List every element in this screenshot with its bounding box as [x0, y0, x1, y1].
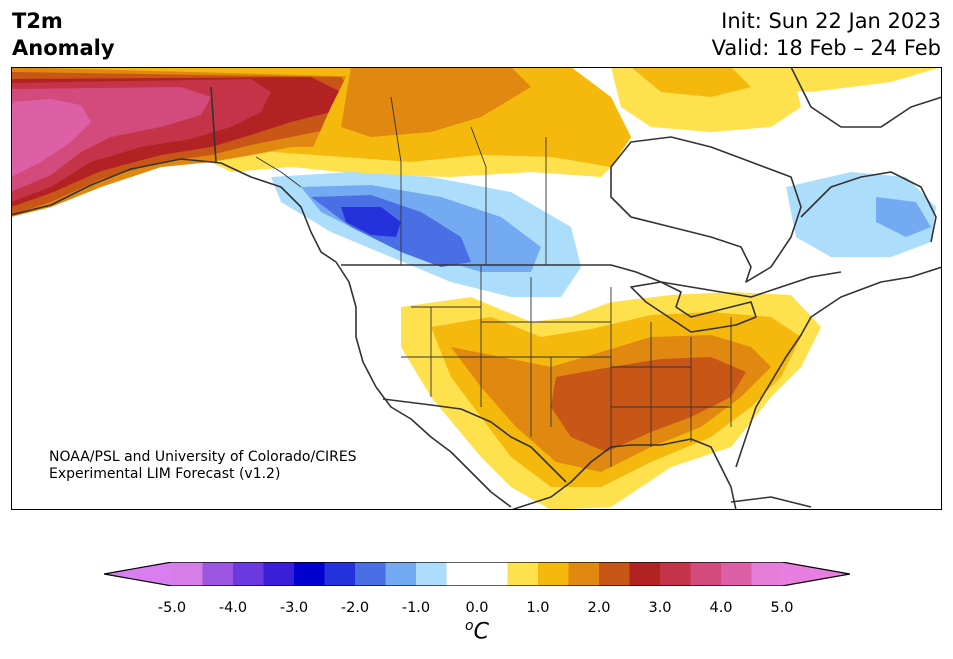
boundaries [11, 67, 942, 510]
valid-dates: Valid: 18 Feb – 24 Feb [711, 36, 941, 60]
credit-text: NOAA/PSL and University of Colorado/CIRE… [49, 449, 357, 483]
unit-letter: C [473, 619, 489, 645]
colorbar-segment [385, 562, 417, 586]
colorbar-segment [507, 562, 539, 586]
colorbar-tick-label: -1.0 [401, 600, 431, 616]
labrador [800, 171, 937, 243]
colorbar-segment [294, 562, 325, 586]
colorbar-tick-label: -5.0 [157, 600, 187, 616]
colorbar-segment [721, 562, 752, 586]
colorbar-tick-label: -3.0 [279, 600, 309, 616]
credit-line-1: NOAA/PSL and University of Colorado/CIRE… [49, 449, 357, 465]
temperature-anomaly-map [11, 67, 942, 510]
colorbar-segment [751, 562, 783, 586]
colorbar-segment [263, 562, 295, 586]
colorbar-tick-label: -2.0 [340, 600, 370, 616]
colorbar-segment [172, 562, 203, 586]
colorbar-segment [629, 562, 661, 586]
colorbar-tick-label: 4.0 [709, 600, 733, 616]
colorbar-over-arrow [782, 562, 850, 586]
init-date: Init: Sun 22 Jan 2023 [721, 9, 941, 33]
colorbar-segment [446, 562, 478, 586]
colorbar-segment [416, 562, 447, 586]
colorbar-unit: oC [465, 618, 489, 644]
colorbar-tick-label: 2.0 [587, 600, 611, 616]
colorbar-tick-label: 1.0 [526, 600, 550, 616]
colorbar-segment [324, 562, 356, 586]
colorbar-segment [355, 562, 386, 586]
colorbar-segment [568, 562, 600, 586]
colorbar-under-arrow [104, 562, 172, 586]
coastline-gulf [510, 438, 737, 510]
colorbar-tick-label: -4.0 [218, 600, 248, 616]
colorbar [104, 562, 850, 586]
colorbar-segment [233, 562, 264, 586]
forecast-dates: Init: Sun 22 Jan 2023 Valid: 18 Feb – 24… [712, 8, 941, 62]
coastline-west [11, 158, 512, 508]
colorbar-segment [477, 562, 508, 586]
title-variable: T2m [12, 9, 63, 33]
cuba [730, 496, 812, 508]
coastline-east [735, 266, 942, 468]
hudson-bay [610, 136, 802, 283]
colorbar-segment [538, 562, 569, 586]
colorbar-segment [202, 562, 234, 586]
colorbar-tick-label: 5.0 [770, 600, 794, 616]
colorbar-segment [599, 562, 630, 586]
colorbar-segment [660, 562, 691, 586]
colorbar-tick-label: 3.0 [648, 600, 672, 616]
state-lines [255, 96, 732, 467]
colorbar-tick-label: 0.0 [465, 600, 489, 616]
greenland [790, 67, 942, 128]
unit-degree: o [465, 618, 474, 634]
border-alaska [210, 86, 217, 163]
map-frame [11, 67, 942, 510]
border-us-mexico [382, 398, 567, 483]
map-title: T2m Anomaly [12, 8, 115, 62]
credit-line-2: Experimental LIM Forecast (v1.2) [49, 466, 281, 482]
great-lakes [630, 281, 757, 333]
title-anomaly: Anomaly [12, 36, 115, 60]
colorbar-segment [690, 562, 722, 586]
